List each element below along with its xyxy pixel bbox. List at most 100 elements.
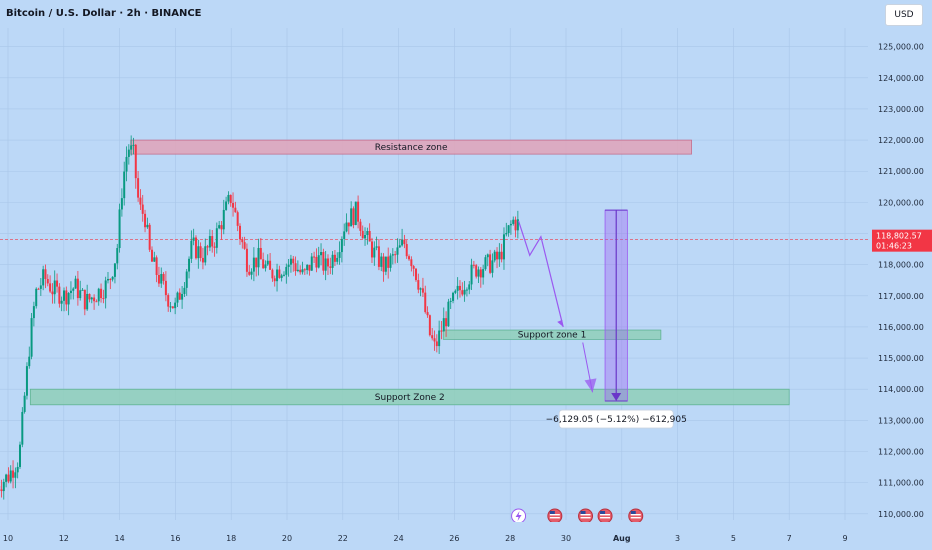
candle-body (493, 251, 496, 261)
candle-body (236, 212, 239, 226)
candle-body (21, 411, 24, 445)
candle-body (32, 306, 35, 319)
candle-body (243, 242, 246, 249)
candle-body (222, 209, 225, 230)
currency-button[interactable]: USD (885, 4, 923, 26)
candle-body (447, 301, 450, 327)
candle-body (167, 295, 170, 307)
candle-body (377, 246, 380, 267)
flag-stripe-icon (549, 517, 560, 519)
candle-body (357, 201, 360, 222)
zone-label-2: Support Zone 2 (375, 393, 445, 403)
candle-body (44, 269, 47, 279)
zone-rect-2 (29, 388, 790, 406)
flag-stripe-icon (580, 514, 591, 516)
candle-body (299, 269, 302, 273)
candle-body (88, 293, 91, 300)
candle-body (375, 246, 378, 248)
candle-body (211, 236, 214, 247)
y-tick-label: 110,000.00 (878, 510, 924, 519)
candle-body (102, 298, 105, 300)
candle-body (111, 276, 114, 280)
candle-body (454, 290, 457, 293)
candle-body (336, 257, 339, 262)
candle-body (445, 318, 448, 327)
candle-body (148, 224, 151, 250)
candle-body (343, 231, 346, 239)
candle-body (500, 251, 503, 260)
candle-body (225, 201, 228, 210)
candle-body (137, 178, 140, 198)
flag-canton-icon (630, 511, 636, 514)
candle-body (285, 266, 288, 275)
candle-body (155, 257, 158, 275)
x-tick-label: 28 (505, 534, 515, 543)
candle-body (449, 300, 452, 302)
candle-body (113, 263, 116, 277)
lightning-glyph-icon (515, 511, 522, 521)
candle-body (431, 335, 434, 339)
candle-body (74, 278, 77, 289)
candle-body (76, 278, 79, 299)
candle-body (218, 225, 221, 229)
candle-body (338, 252, 341, 258)
candle-body (350, 208, 353, 227)
candle-body (477, 269, 480, 277)
candle-body (370, 241, 373, 258)
candle-body (206, 246, 209, 248)
candle-body (502, 234, 505, 260)
candle-body (271, 269, 274, 279)
candle-body (62, 290, 65, 301)
candle-body (72, 288, 75, 291)
candle-body (116, 248, 119, 264)
candle-body (257, 247, 260, 268)
candle-body (104, 280, 107, 299)
x-tick-label: 30 (561, 534, 571, 543)
candle-body (95, 301, 98, 303)
candle-body (262, 259, 265, 269)
candle-body (498, 251, 501, 260)
y-tick-label: 115,000.00 (878, 354, 924, 363)
candle-body (146, 224, 149, 228)
candle-body (127, 149, 130, 157)
candle-body (326, 258, 329, 267)
flag-stripe-icon (630, 517, 641, 519)
candle-body (472, 264, 475, 266)
candle-body (7, 474, 10, 482)
y-tick-label: 125,000.00 (878, 43, 924, 52)
candle-body (14, 472, 17, 478)
candle-body (245, 248, 248, 272)
candle-body (197, 246, 200, 259)
candle-body (241, 239, 244, 243)
flag-stripe-icon (630, 514, 641, 516)
candle-body (160, 274, 163, 284)
y-tick-label: 113,000.00 (878, 416, 924, 425)
candle-body (394, 254, 397, 256)
candle-body (433, 338, 436, 342)
candle-body (259, 247, 262, 260)
candle-body (315, 256, 318, 268)
x-tick-label: 12 (59, 534, 69, 543)
x-tick-label: 5 (731, 534, 736, 543)
candle-body (171, 306, 174, 309)
candle-body (361, 230, 364, 239)
candle-body (389, 255, 392, 268)
x-tick-label: 26 (449, 534, 459, 543)
candle-body (373, 247, 376, 258)
candle-body (317, 255, 320, 268)
candle-body (352, 208, 355, 225)
candle-body (482, 269, 485, 278)
candle-body (456, 285, 459, 291)
candle-body (238, 225, 241, 240)
measurement-tool: −6,129.05 (−5.12%) −612,905 (546, 209, 687, 429)
candle-body (435, 341, 438, 347)
candle-body (37, 288, 40, 290)
y-tick-label: 122,000.00 (878, 136, 924, 145)
candle-body (489, 254, 492, 273)
candle-body (391, 254, 394, 256)
y-tick-label: 114,000.00 (878, 385, 924, 394)
candle-body (125, 156, 128, 172)
projection (517, 220, 597, 393)
candle-body (401, 239, 404, 246)
